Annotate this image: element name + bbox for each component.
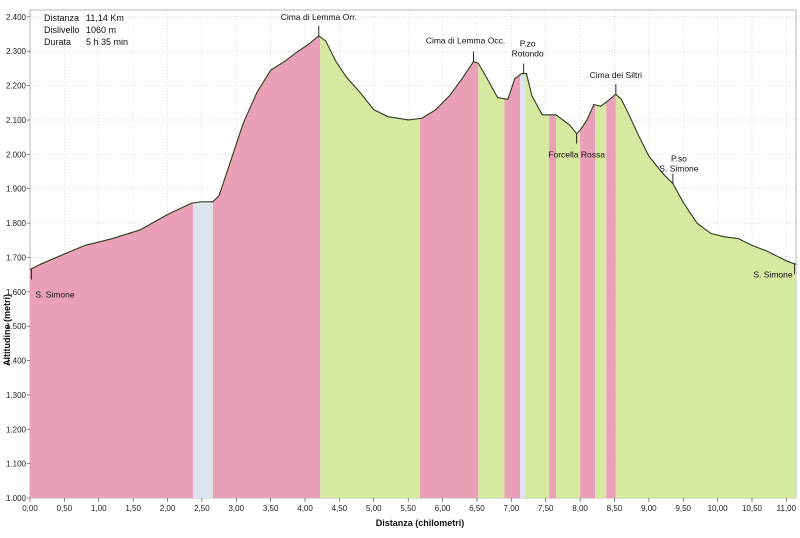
info-dislivello-label: Dislivello [44,25,80,35]
x-tick-label: 6,50 [469,504,485,513]
x-tick-label: 4,00 [297,504,313,513]
y-tick-label: 1.600 [6,288,27,297]
profile-segment-descent [595,102,607,498]
x-tick-label: 2,00 [160,504,176,513]
x-tick-label: 0,50 [57,504,73,513]
profile-series [29,35,797,499]
x-tick-label: 9,50 [675,504,691,513]
profile-segment-flat [192,201,213,499]
profile-segment-climb [212,35,321,498]
y-tick-label: 1.900 [6,185,27,194]
info-durata-label: Durata [44,37,71,47]
profile-segment-descent [556,114,581,499]
profile-segment-descent [478,63,505,498]
profile-segment-descent [525,73,550,499]
info-durata-value: 5 h 35 min [86,37,128,47]
y-tick-label: 1.500 [6,322,27,331]
profile-segment-climb [419,61,479,499]
y-tick-label: 1.400 [6,357,27,366]
x-tick-label: 9,00 [641,504,657,513]
info-dislivello-value: 1060 m [86,25,116,35]
annotation-label: S. Simone [35,289,74,299]
profile-line [29,35,797,270]
profile-segment-flat [520,73,526,499]
x-tick-label: 4,50 [332,504,348,513]
y-tick-label: 1.800 [6,219,27,228]
y-tick-label: 1.700 [6,253,27,262]
y-tick-label: 1.200 [6,425,27,434]
x-tick-label: 11,00 [777,504,797,513]
x-tick-label: 1,50 [125,504,141,513]
annotation-label: Forcella Rossa [548,150,605,160]
annotations: S. Simone Cima di Lemma Orr. Cima di Lemma… [30,12,796,299]
annotation-label: Cima di Lemma Occ. [426,36,505,46]
y-tick-label: 2.000 [6,150,27,159]
y-tick-label: 2.100 [6,116,27,125]
y-tick-label: 2.400 [6,13,27,22]
x-tick-label: 10,50 [742,504,763,513]
y-tick-label: 2.300 [6,47,27,56]
x-tick-label: 0,00 [22,504,38,513]
profile-segment-climb [549,114,557,499]
x-tick-label: 7,50 [538,504,554,513]
x-tick-label: 7,00 [504,504,520,513]
x-tick-label: 3,50 [263,504,279,513]
annotation-label: S. Simone [753,269,792,279]
x-tick-label: 8,50 [607,504,623,513]
x-tick-label: 5,00 [366,504,382,513]
y-tick-label: 1.300 [6,391,27,400]
profile-segment-descent [615,94,796,499]
annotation-label: P.so [671,154,687,164]
x-tick-label: 5,50 [400,504,416,513]
profile-segment-descent [320,36,420,498]
y-tick-label: 1.100 [6,460,27,469]
x-tick-label: 1,00 [91,504,107,513]
info-distanza-value: 11,14 Km [86,13,124,23]
x-tick-label: 2,50 [194,504,210,513]
profile-segment-climb [30,202,193,498]
annotation-label: S. Simone [659,164,698,174]
x-tick-label: 10,00 [708,504,729,513]
info-distanza-label: Distanza [44,13,79,23]
profile-segment-climb [504,74,521,498]
y-tick-label: 2.200 [6,82,27,91]
info-box: Distanza 11,14 Km Dislivello 1060 m Dura… [44,13,128,47]
y-axis-title: Altitudine (metri) [2,294,12,366]
profile-segment-climb [606,94,616,499]
annotation-label: Rotondo [512,49,544,59]
x-tick-label: 6,00 [435,504,451,513]
annotation-label: P.zo [520,39,536,49]
x-tick-label: 8,00 [572,504,588,513]
x-axis-title: Distanza (chilometri) [376,518,465,528]
annotation-label: Cima dei Siltri [590,70,643,80]
profile-segment-climb [580,104,596,498]
y-tick-label: 1.000 [6,494,27,503]
x-tick-label: 3,00 [228,504,244,513]
axis-ticks: 0,00 0,50 1,00 1,50 2,00 2,50 3,00 3,50 4,00 4,50… [6,13,797,513]
annotation-label: Cima di Lemma Orr. [281,12,357,22]
